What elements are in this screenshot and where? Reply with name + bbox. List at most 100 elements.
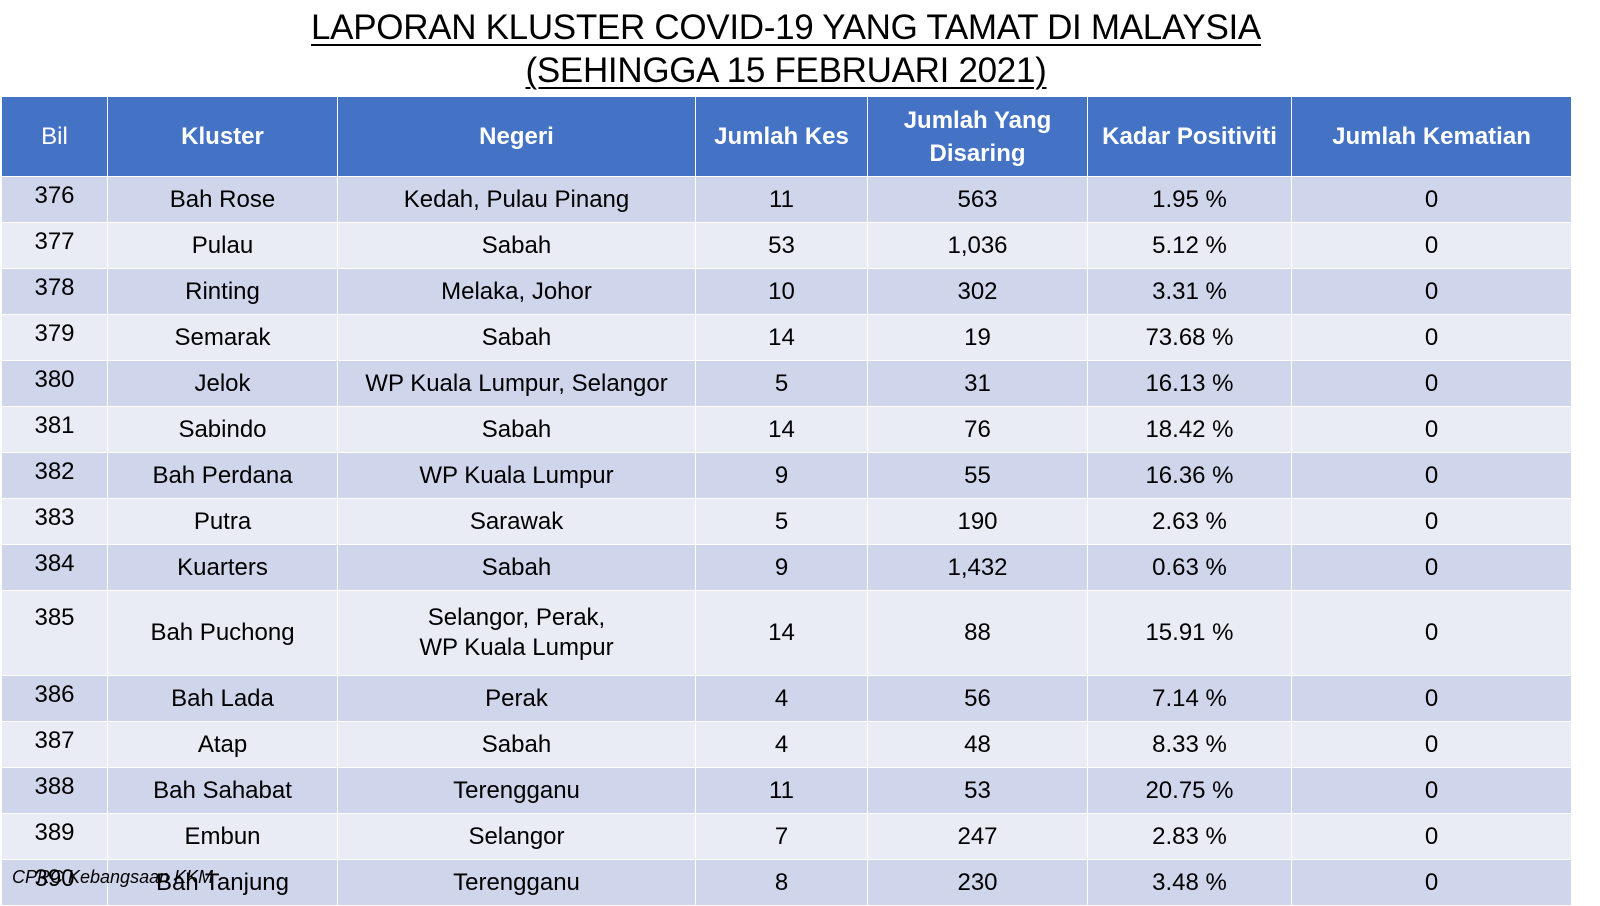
cell-negeri-line2: WP Kuala Lumpur xyxy=(419,634,614,661)
cell-bil: 379 xyxy=(1,314,108,361)
source-credit: CPRC Kebangsaan KKM xyxy=(12,867,214,887)
cell-jumlah-disaring: 1,432 xyxy=(867,544,1088,591)
cell-jumlah-disaring: 302 xyxy=(867,268,1088,315)
header-jumlah-kematian: Jumlah Kematian xyxy=(1291,96,1572,177)
cell-jumlah-kematian: 0 xyxy=(1291,176,1572,223)
cell-jumlah-disaring: 190 xyxy=(867,498,1088,545)
cell-bil: 384 xyxy=(1,544,108,591)
cell-kluster: Atap xyxy=(107,721,338,768)
cell-kadar-positiviti: 2.63 % xyxy=(1087,498,1292,545)
cell-jumlah-disaring: 19 xyxy=(867,314,1088,361)
header-negeri: Negeri xyxy=(337,96,696,177)
cell-jumlah-kes: 4 xyxy=(695,721,868,768)
cell-jumlah-disaring: 247 xyxy=(867,813,1088,860)
cell-jumlah-kes: 5 xyxy=(695,498,868,545)
cell-kluster: Bah Tanjung xyxy=(107,859,338,906)
cell-bil: 382 xyxy=(1,452,108,499)
cell-negeri: Selangor, Perak, WP Kuala Lumpur xyxy=(337,590,696,676)
cell-kadar-positiviti: 16.13 % xyxy=(1087,360,1292,407)
cell-negeri: Kedah, Pulau Pinang xyxy=(337,176,696,223)
cell-jumlah-kematian: 0 xyxy=(1291,314,1572,361)
cell-kadar-positiviti: 73.68 % xyxy=(1087,314,1292,361)
table-row: 387 Atap Sabah 4 48 8.33 % 0 xyxy=(1,721,1572,768)
cell-negeri: Sarawak xyxy=(337,498,696,545)
table-row: 381 Sabindo Sabah 14 76 18.42 % 0 xyxy=(1,406,1572,453)
cell-jumlah-disaring: 55 xyxy=(867,452,1088,499)
cell-bil: 381 xyxy=(1,406,108,453)
cell-negeri: Sabah xyxy=(337,544,696,591)
header-kadar-positiviti: Kadar Positiviti xyxy=(1087,96,1292,177)
cell-jumlah-kes: 53 xyxy=(695,222,868,269)
cell-jumlah-kes: 11 xyxy=(695,767,868,814)
cell-jumlah-disaring: 88 xyxy=(867,590,1088,676)
table-header-row: Bil Kluster Negeri Jumlah Kes Jumlah Yan… xyxy=(1,96,1572,177)
cell-bil: 387 xyxy=(1,721,108,768)
cell-bil: 388 xyxy=(1,767,108,814)
cell-bil: 383 xyxy=(1,498,108,545)
table-body: 376 Bah Rose Kedah, Pulau Pinang 11 563 … xyxy=(1,176,1572,906)
cell-kadar-positiviti: 15.91 % xyxy=(1087,590,1292,676)
cell-kadar-positiviti: 2.83 % xyxy=(1087,813,1292,860)
cell-kluster: Pulau xyxy=(107,222,338,269)
table-row: 377 Pulau Sabah 53 1,036 5.12 % 0 xyxy=(1,222,1572,269)
cell-kluster: Semarak xyxy=(107,314,338,361)
cell-jumlah-kes: 8 xyxy=(695,859,868,906)
cell-kadar-positiviti: 5.12 % xyxy=(1087,222,1292,269)
cell-kluster: Bah Sahabat xyxy=(107,767,338,814)
cell-kluster: Embun xyxy=(107,813,338,860)
table-row: 382 Bah Perdana WP Kuala Lumpur 9 55 16.… xyxy=(1,452,1572,499)
cell-jumlah-disaring: 48 xyxy=(867,721,1088,768)
cell-negeri: Sabah xyxy=(337,314,696,361)
header-jumlah-disaring-line2: Disaring xyxy=(929,139,1026,167)
cluster-table: Bil Kluster Negeri Jumlah Kes Jumlah Yan… xyxy=(1,96,1572,906)
table-row: 384 Kuarters Sabah 9 1,432 0.63 % 0 xyxy=(1,544,1572,591)
cell-kluster: Rinting xyxy=(107,268,338,315)
header-bil: Bil xyxy=(1,96,108,177)
cell-jumlah-kematian: 0 xyxy=(1291,859,1572,906)
cell-negeri: Melaka, Johor xyxy=(337,268,696,315)
cell-bil: 385 xyxy=(1,590,108,676)
cell-negeri: Terengganu xyxy=(337,859,696,906)
cell-jumlah-kematian: 0 xyxy=(1291,360,1572,407)
report-title: LAPORAN KLUSTER COVID-19 YANG TAMAT DI M… xyxy=(0,6,1572,92)
table-row: 386 Bah Lada Perak 4 56 7.14 % 0 xyxy=(1,675,1572,722)
cell-kadar-positiviti: 16.36 % xyxy=(1087,452,1292,499)
cell-jumlah-kes: 14 xyxy=(695,590,868,676)
cell-jumlah-kematian: 0 xyxy=(1291,767,1572,814)
cell-kluster: Kuarters xyxy=(107,544,338,591)
cell-negeri: Sabah xyxy=(337,222,696,269)
table-row: 385 Bah Puchong Selangor, Perak, WP Kual… xyxy=(1,590,1572,676)
cell-kluster: Bah Rose xyxy=(107,176,338,223)
cell-jumlah-kes: 5 xyxy=(695,360,868,407)
cell-jumlah-kes: 9 xyxy=(695,544,868,591)
cell-kadar-positiviti: 0.63 % xyxy=(1087,544,1292,591)
cell-kluster: Bah Perdana xyxy=(107,452,338,499)
cell-jumlah-kematian: 0 xyxy=(1291,222,1572,269)
cell-bil: 376 xyxy=(1,176,108,223)
table-row: 380 Jelok WP Kuala Lumpur, Selangor 5 31… xyxy=(1,360,1572,407)
cell-negeri: Sabah xyxy=(337,721,696,768)
cell-jumlah-disaring: 1,036 xyxy=(867,222,1088,269)
cell-jumlah-kes: 14 xyxy=(695,314,868,361)
cell-bil: 380 xyxy=(1,360,108,407)
cell-jumlah-kematian: 0 xyxy=(1291,498,1572,545)
cell-negeri: Perak xyxy=(337,675,696,722)
cell-jumlah-disaring: 53 xyxy=(867,767,1088,814)
cell-jumlah-kematian: 0 xyxy=(1291,452,1572,499)
cell-kluster: Bah Puchong xyxy=(107,590,338,676)
cell-kadar-positiviti: 8.33 % xyxy=(1087,721,1292,768)
table-row: 379 Semarak Sabah 14 19 73.68 % 0 xyxy=(1,314,1572,361)
cell-jumlah-kematian: 0 xyxy=(1291,675,1572,722)
cell-jumlah-disaring: 76 xyxy=(867,406,1088,453)
table-row: 378 Rinting Melaka, Johor 10 302 3.31 % … xyxy=(1,268,1572,315)
table-row: 383 Putra Sarawak 5 190 2.63 % 0 xyxy=(1,498,1572,545)
cell-kluster: Bah Lada xyxy=(107,675,338,722)
cell-bil: 386 xyxy=(1,675,108,722)
table-row: 376 Bah Rose Kedah, Pulau Pinang 11 563 … xyxy=(1,176,1572,223)
cell-jumlah-kematian: 0 xyxy=(1291,813,1572,860)
cell-jumlah-kematian: 0 xyxy=(1291,406,1572,453)
cell-kluster: Putra xyxy=(107,498,338,545)
cell-jumlah-kes: 7 xyxy=(695,813,868,860)
cell-jumlah-disaring: 31 xyxy=(867,360,1088,407)
header-jumlah-disaring-line1: Jumlah Yang xyxy=(903,106,1052,134)
